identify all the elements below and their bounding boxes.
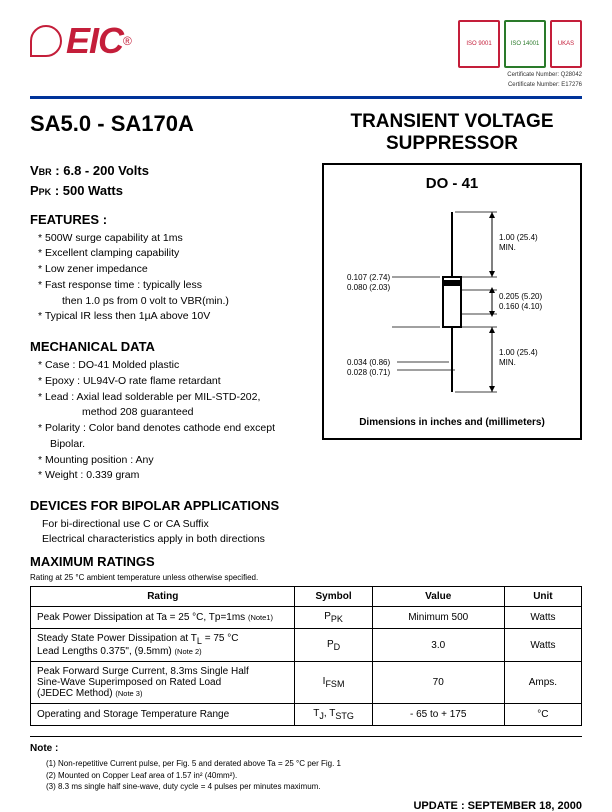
cert-badge-iso14001: ISO 14001 — [504, 20, 546, 68]
cell-symbol: PD — [295, 629, 372, 662]
package-name: DO - 41 — [334, 175, 570, 192]
table-row: Steady State Power Dissipation at TL = 7… — [31, 629, 582, 662]
product-title: TRANSIENT VOLTAGE SUPPRESSOR — [322, 111, 582, 155]
cell-symbol: PPK — [295, 607, 372, 629]
cert-label: ISO 9001 — [460, 41, 498, 47]
dim-body-len-max: 0.107 (2.74) — [347, 273, 390, 282]
notes-list: (1) Non-repetitive Current pulse, per Fi… — [30, 758, 582, 792]
note-item: (3) 8.3 ms single half sine-wave, duty c… — [46, 781, 582, 792]
dim-lead-w-max: 0.034 (0.86) — [347, 358, 390, 367]
mechanical-item: Polarity : Color band denotes cathode en… — [50, 421, 306, 453]
table-header-row: Rating Symbol Value Unit — [31, 587, 582, 607]
vbr-label: VBR — [30, 163, 52, 178]
cell-rating: Operating and Storage Temperature Range — [31, 704, 295, 726]
cell-value: 3.0 — [372, 629, 504, 662]
cell-unit: Watts — [504, 629, 581, 662]
dim-body-min: 0.160 (4.10) — [499, 302, 542, 311]
ppk-value: : 500 Watts — [55, 183, 123, 198]
vbr-spec: VBR : 6.8 - 200 Volts — [30, 163, 306, 181]
cell-unit: °C — [504, 704, 581, 726]
notes-rule — [30, 736, 582, 737]
feature-item: Typical IR less then 1µA above 10V — [50, 309, 306, 325]
main-content: VBR : 6.8 - 200 Volts PPK : 500 Watts FE… — [30, 163, 582, 484]
dim-lead-len-min: MIN. — [499, 243, 516, 252]
ppk-spec: PPK : 500 Watts — [30, 183, 306, 198]
features-list-2: Typical IR less then 1µA above 10V — [30, 309, 306, 325]
bipolar-line1: For bi-directional use C or CA Suffix — [30, 517, 582, 532]
header-rule — [30, 96, 582, 99]
mechanical-item: Lead : Axial lead solderable per MIL-STD… — [50, 390, 306, 406]
certification-badges: ISO 9001 ISO 14001 UKAS Certificate Numb… — [458, 20, 582, 88]
cert-badge-ukas: UKAS — [550, 20, 582, 68]
vbr-value: : 6.8 - 200 Volts — [55, 163, 149, 178]
ppk-label: PPK — [30, 183, 51, 198]
max-ratings-heading: MAXIMUM RATINGS — [30, 554, 582, 569]
mechanical-list: Case : DO-41 Molded plastic Epoxy : UL94… — [30, 358, 306, 405]
mechanical-item: Case : DO-41 Molded plastic — [50, 358, 306, 374]
feature-item: Excellent clamping capability — [50, 246, 306, 262]
dim-lead-len-top: 1.00 (25.4) — [499, 233, 538, 242]
cert-badge-iso9001: ISO 9001 — [458, 20, 500, 68]
logo-icon — [30, 25, 62, 57]
col-rating: Rating — [31, 587, 295, 607]
cell-value: Minimum 500 — [372, 607, 504, 629]
features-list: 500W surge capability at 1ms Excellent c… — [30, 231, 306, 294]
mechanical-list-2: Polarity : Color band denotes cathode en… — [30, 421, 306, 484]
cell-value: - 65 to + 175 — [372, 704, 504, 726]
notes-heading: Note : — [30, 743, 582, 754]
left-column: VBR : 6.8 - 200 Volts PPK : 500 Watts FE… — [30, 163, 306, 484]
logo-text: EIC — [66, 20, 123, 62]
note-item: (1) Non-repetitive Current pulse, per Fi… — [46, 758, 582, 769]
feature-item: Low zener impedance — [50, 262, 306, 278]
features-heading: FEATURES : — [30, 212, 306, 227]
cert-label: UKAS — [552, 41, 580, 47]
dim-lead-len-bot: 1.00 (25.4) — [499, 348, 538, 357]
mechanical-item: Epoxy : UL94V-O rate flame retardant — [50, 374, 306, 390]
bipolar-heading: DEVICES FOR BIPOLAR APPLICATIONS — [30, 498, 582, 513]
col-symbol: Symbol — [295, 587, 372, 607]
cert-badge-row: ISO 9001 ISO 14001 UKAS — [458, 20, 582, 68]
trademark-symbol: ® — [123, 34, 132, 48]
feature-item: 500W surge capability at 1ms — [50, 231, 306, 247]
feature-item-continuation: then 1.0 ps from 0 volt to VBR(min.) — [30, 294, 306, 310]
feature-item: Fast response time : typically less — [50, 278, 306, 294]
right-column: DO - 41 1.00 (25.4) MIN. — [322, 163, 582, 484]
dim-body-len-min: 0.080 (2.03) — [347, 283, 390, 292]
cert-number-1: Certificate Number: Q28042 — [507, 72, 582, 78]
dim-lead-w-min: 0.028 (0.71) — [347, 368, 390, 377]
cell-rating: Peak Power Dissipation at Ta = 25 °C, Tp… — [31, 607, 295, 629]
cell-rating: Peak Forward Surge Current, 8.3ms Single… — [31, 662, 295, 704]
dim-body-max: 0.205 (5.20) — [499, 292, 542, 301]
cell-rating: Steady State Power Dissipation at TL = 7… — [31, 629, 295, 662]
package-diagram: DO - 41 1.00 (25.4) MIN. — [322, 163, 582, 440]
update-date: UPDATE : SEPTEMBER 18, 2000 — [30, 800, 582, 812]
table-row: Peak Forward Surge Current, 8.3ms Single… — [31, 662, 582, 704]
cell-unit: Watts — [504, 607, 581, 629]
cell-unit: Amps. — [504, 662, 581, 704]
max-ratings-subtitle: Rating at 25 °C ambient temperature unle… — [30, 573, 582, 582]
col-unit: Unit — [504, 587, 581, 607]
part-number-range: SA5.0 - SA170A — [30, 111, 194, 137]
table-row: Peak Power Dissipation at Ta = 25 °C, Tp… — [31, 607, 582, 629]
note-item: (2) Mounted on Copper Leaf area of 1.57 … — [46, 770, 582, 781]
cell-symbol: IFSM — [295, 662, 372, 704]
cell-value: 70 — [372, 662, 504, 704]
brand-logo: EIC ® — [30, 20, 132, 62]
cert-label: ISO 14001 — [506, 41, 544, 47]
title-row: SA5.0 - SA170A TRANSIENT VOLTAGE SUPPRES… — [30, 111, 582, 155]
mechanical-heading: MECHANICAL DATA — [30, 339, 306, 354]
bipolar-line2: Electrical characteristics apply in both… — [30, 532, 582, 547]
diagram-caption: Dimensions in inches and (millimeters) — [334, 417, 570, 428]
cell-symbol: TJ, TSTG — [295, 704, 372, 726]
mechanical-item: Weight : 0.339 gram — [50, 468, 306, 484]
ratings-table: Rating Symbol Value Unit Peak Power Diss… — [30, 586, 582, 726]
mechanical-item-continuation: method 208 guaranteed — [30, 405, 306, 421]
page-header: EIC ® ISO 9001 ISO 14001 UKAS Certificat… — [30, 20, 582, 90]
package-drawing: 1.00 (25.4) MIN. 0.205 (5.20) 0.160 (4.1… — [337, 202, 567, 402]
table-row: Operating and Storage Temperature Range … — [31, 704, 582, 726]
mechanical-item: Mounting position : Any — [50, 453, 306, 469]
dim-lead-len-min2: MIN. — [499, 358, 516, 367]
cert-number-2: Certificate Number: E17276 — [508, 82, 582, 88]
col-value: Value — [372, 587, 504, 607]
